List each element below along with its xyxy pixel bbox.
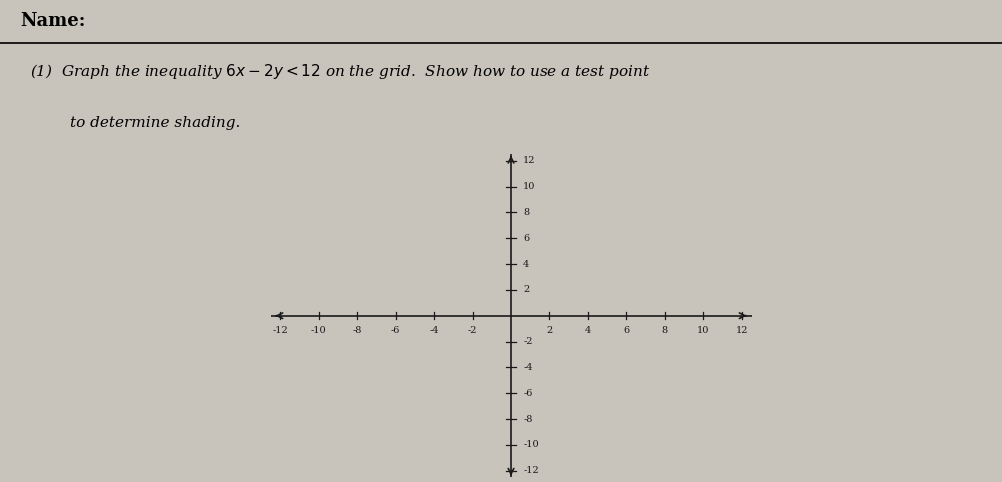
Text: -12: -12	[523, 466, 539, 475]
Text: 12: 12	[523, 156, 536, 165]
Text: to determine shading.: to determine shading.	[70, 116, 240, 130]
Text: 12: 12	[735, 326, 748, 335]
Text: -4: -4	[523, 363, 533, 372]
Text: 6: 6	[523, 234, 529, 243]
Text: 8: 8	[662, 326, 668, 335]
Text: 4: 4	[523, 259, 529, 268]
Text: -10: -10	[311, 326, 327, 335]
Text: -6: -6	[391, 326, 400, 335]
Text: 4: 4	[585, 326, 591, 335]
Text: (1)  Graph the inequality $6x - 2y < 12$ on the grid.  Show how to use a test po: (1) Graph the inequality $6x - 2y < 12$ …	[30, 62, 650, 80]
Text: -8: -8	[353, 326, 362, 335]
Text: 2: 2	[546, 326, 553, 335]
Text: 8: 8	[523, 208, 529, 217]
Text: 10: 10	[697, 326, 709, 335]
Text: -6: -6	[523, 388, 532, 398]
Text: -10: -10	[523, 441, 539, 449]
Text: 10: 10	[523, 182, 535, 191]
Text: 6: 6	[623, 326, 629, 335]
Text: -2: -2	[523, 337, 533, 346]
Text: 2: 2	[523, 285, 529, 295]
Text: Name:: Name:	[20, 13, 85, 30]
Text: -8: -8	[523, 415, 532, 424]
Text: -4: -4	[429, 326, 439, 335]
Text: -12: -12	[273, 326, 288, 335]
Text: -2: -2	[468, 326, 477, 335]
